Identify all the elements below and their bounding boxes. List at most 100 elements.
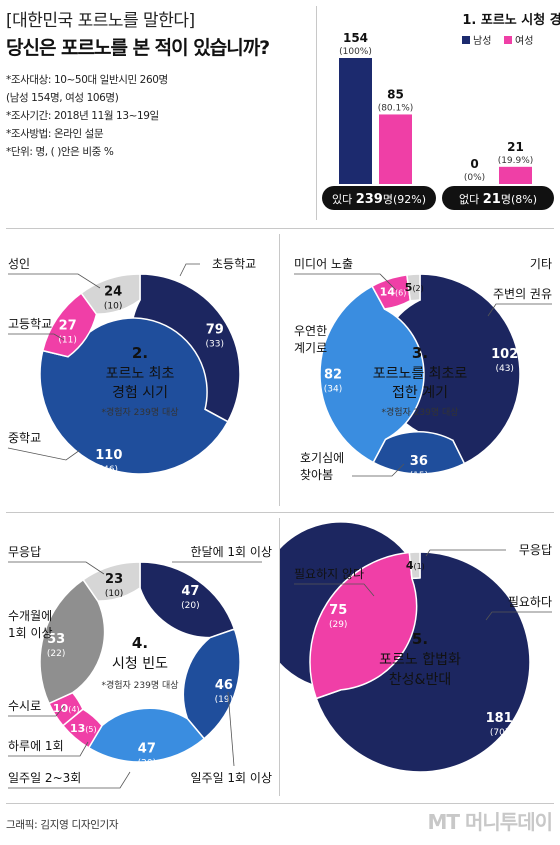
- leader-2-3-weekly: [8, 771, 131, 789]
- divider-row2: [6, 512, 554, 513]
- chart2-number: 2.: [132, 344, 148, 362]
- category-no-prefix: 없다: [459, 193, 483, 206]
- bar-pct-0-1: (0%): [464, 173, 485, 183]
- chart3-note: *경험자 239명 대상: [381, 406, 458, 418]
- leader-adult: [8, 273, 101, 289]
- chart4-label-noanswer: 무응답: [8, 545, 41, 559]
- chart2-label-middle: 중학교: [8, 431, 41, 445]
- donut2-value-4: 5(2): [405, 281, 424, 294]
- leader-needed: [485, 611, 552, 621]
- category-pill-yes: [322, 186, 436, 210]
- divider-top-vertical: [316, 6, 317, 220]
- chart4-label-months-2: 1회 이상: [8, 626, 53, 640]
- donut3-pct-5: (22): [47, 649, 65, 659]
- divider-mid-vertical: [279, 234, 280, 506]
- donut3-value-4: 10(4): [53, 702, 80, 715]
- donut1-slice-3: [80, 273, 141, 315]
- bar-female-0: [379, 114, 412, 184]
- chart3-title-line2: 접한 계기: [392, 385, 448, 401]
- leader-elementary: [179, 263, 200, 277]
- bar-pct-1-0: (80.1%): [378, 103, 414, 113]
- donut4-value-2: 4(1): [406, 559, 425, 572]
- leader-noanswer: [8, 561, 105, 575]
- donut2-value-0: 102: [491, 347, 518, 362]
- donut4-value-0: 181: [486, 711, 513, 726]
- divider-row1: [6, 228, 554, 229]
- chart-first-contact-reason: 102 (43) 36 (15) 82 (34) 14(6)5(2) 3. 포르노를 최초로…: [294, 257, 552, 482]
- category-yes-value: 239: [356, 192, 383, 207]
- category-pill-no: [442, 186, 554, 210]
- meta-method: *조사방법: 온라인 설문: [6, 128, 104, 140]
- donut3-value-6: 23: [105, 572, 123, 587]
- donut2-slice-4: [406, 273, 421, 302]
- chart2-label-elementary: 초등학교: [212, 257, 256, 271]
- donut1-value-0: 79: [206, 323, 224, 338]
- donut3-value-0: 47: [181, 584, 199, 599]
- chart2-note: *경험자 239명 대상: [101, 406, 178, 418]
- category-no-suffix: 명(8%): [501, 193, 537, 206]
- leader-middle: [7, 447, 81, 461]
- category-yes-prefix: 있다: [332, 193, 356, 206]
- page-title: 당신은 포르노를 본 적이 있습니까?: [6, 37, 270, 59]
- donut2-pct-2: (34): [324, 385, 342, 395]
- donut3-pct-6: (10): [105, 589, 123, 599]
- donut2-value-2: 82: [324, 368, 342, 383]
- chart3-number: 3.: [412, 344, 428, 362]
- chart-viewing-frequency: 47 (20) 46 (19) 47 (20) 13(5) 10(4) 53 (22) 23 (10)…: [8, 545, 272, 789]
- chart3-label-other: 기타: [530, 257, 552, 271]
- bar-value-1-0: 85: [387, 87, 404, 101]
- donut2-value-1: 36: [410, 454, 428, 469]
- leader-noanswer-5: [425, 549, 506, 557]
- bar-pct-1-1: (19.9%): [498, 156, 534, 166]
- donut4-pct-0: (70): [490, 728, 508, 738]
- category-yes-suffix: 명(92%): [383, 193, 426, 206]
- donut3-pct-1: (19): [215, 695, 233, 705]
- meta-period: *조사기간: 2018년 11월 13~19일: [6, 110, 159, 122]
- meta-breakdown: (남성 154명, 여성 106명): [6, 92, 119, 104]
- donut3-slice-0: [139, 561, 236, 639]
- donut4-pct-1: (29): [329, 620, 347, 630]
- leader-anytime: [8, 705, 65, 717]
- leader-high: [8, 333, 65, 341]
- chart4-title-line1: 시청 빈도: [112, 656, 168, 672]
- donut1-pct-0: (33): [206, 340, 224, 350]
- chart3-label-curiosity-2: 찾아봄: [300, 468, 333, 482]
- chart3-label-accident-2: 계기로: [294, 341, 327, 355]
- chart3-label-curiosity-1: 호기심에: [300, 451, 344, 465]
- chart5-label-needed: 필요하다: [508, 595, 552, 609]
- donut2-pct-1: (15): [410, 471, 428, 481]
- donut3-value-2: 47: [138, 742, 156, 757]
- bar-male-0: [339, 58, 372, 184]
- chart4-label-weekly: 일주일 1회 이상: [190, 771, 272, 785]
- donut2-value-3: 14(6): [380, 285, 407, 298]
- chart4-label-daily: 하루에 1회: [8, 739, 64, 753]
- bar-pct-0-0: (100%): [339, 47, 372, 57]
- meta-target: *조사대상: 10~50대 일반시민 260명: [6, 74, 168, 86]
- chart5-title-line2: 찬성&반대: [389, 672, 451, 688]
- chart4-label-monthly: 한달에 1회 이상: [190, 545, 272, 559]
- chart1-title: 1. 포르노 시청 경험: [462, 12, 560, 28]
- chart5-number: 5.: [412, 630, 428, 648]
- chart4-label-months-1: 수개월에: [8, 609, 52, 623]
- divider-footer: [6, 803, 554, 804]
- donut3-slice-6: [82, 561, 141, 602]
- donut1-value-2: 27: [59, 319, 77, 334]
- donut1-pct-2: (11): [58, 336, 76, 346]
- chart4-note: *경험자 239명 대상: [101, 679, 178, 691]
- leader-daily: [8, 741, 89, 757]
- donut2-pct-0: (43): [495, 364, 513, 374]
- chart-first-experience: 79 (33) 110 (46) 27 (11) 24 (10) 2. 포르노 최초 경험 시…: [7, 257, 256, 475]
- leader-not-needed: [294, 583, 375, 597]
- chart2-title-line2: 경험 시기: [112, 385, 168, 401]
- chart4-label-anytime: 수시로: [8, 699, 41, 713]
- chart3-label-media: 미디어 노출: [294, 257, 353, 271]
- chart4-label-2-3-weekly: 일주일 2~3회: [8, 771, 81, 785]
- chart3-label-friends: 주변의 권유: [493, 287, 552, 301]
- chart2-label-adult: 성인: [8, 257, 30, 271]
- chart2-title-line1: 포르노 최초: [106, 366, 175, 382]
- leader-weekly: [227, 691, 235, 767]
- credit: 그래픽: 김지영 디자인기자: [6, 819, 119, 831]
- legend-male-swatch: [462, 36, 470, 44]
- donut4-slice-2: [408, 551, 421, 580]
- bar-value-1-1: 21: [507, 140, 524, 154]
